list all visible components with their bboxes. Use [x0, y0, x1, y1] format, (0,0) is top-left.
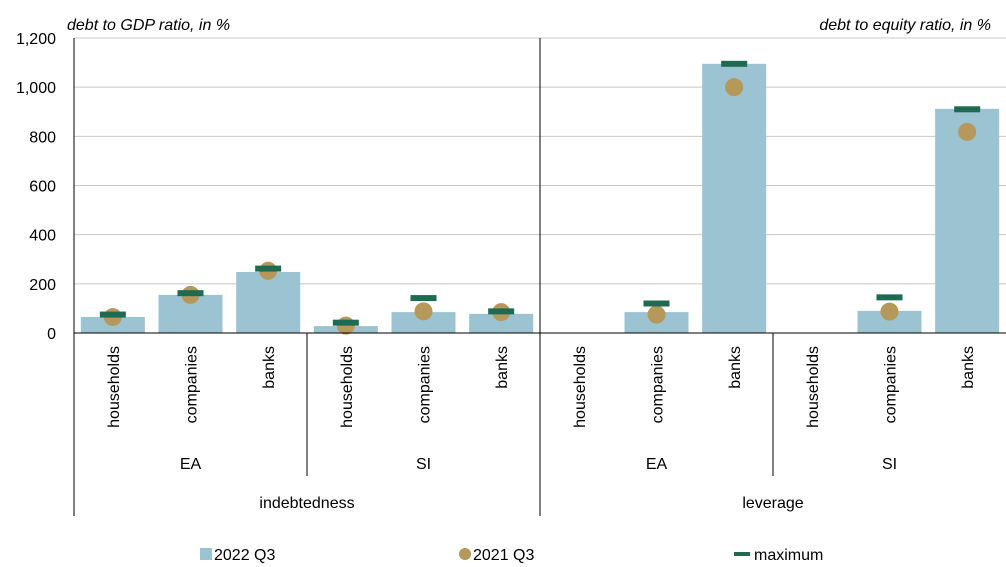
y-tick-label: 800	[29, 129, 56, 146]
country-group-label: SI	[882, 456, 897, 473]
category-label: households	[339, 346, 356, 428]
panel-group-label: leverage	[742, 495, 803, 512]
legend: 2022 Q3 2021 Q3 maximum	[200, 547, 823, 564]
category-label: banks	[960, 346, 977, 389]
maximum-marker	[177, 290, 204, 297]
right-axis-note: debt to equity ratio, in %	[819, 17, 991, 34]
bar	[857, 310, 922, 333]
country-group-label: EA	[180, 456, 202, 473]
category-label: companies	[650, 346, 667, 423]
left-axis-note: debt to GDP ratio, in %	[67, 17, 230, 34]
maximum-marker	[954, 106, 981, 113]
point-2021-q3	[958, 122, 977, 141]
category-label: banks	[494, 346, 511, 389]
y-tick-label: 0	[47, 326, 56, 343]
y-tick-label: 600	[29, 179, 56, 196]
country-group-label: SI	[416, 456, 431, 473]
point-2021-q3	[647, 305, 666, 324]
category-label: banks	[261, 346, 278, 389]
markers	[99, 60, 981, 335]
point-2021-q3	[880, 302, 899, 321]
axes	[73, 38, 1006, 516]
maximum-marker	[876, 294, 903, 301]
category-label: companies	[184, 346, 201, 423]
category-label: households	[106, 346, 123, 428]
point-2021-q3	[725, 78, 744, 97]
legend-bar-label: 2022 Q3	[214, 547, 275, 564]
bar	[236, 272, 301, 333]
legend-bar-swatch	[200, 548, 212, 560]
point-2021-q3	[414, 302, 433, 321]
category-label: companies	[883, 346, 900, 423]
legend-dot-swatch	[459, 548, 471, 560]
labels: 0 200 400 600 800 1,000 1,200 households compani…	[16, 31, 977, 512]
y-tick-label: 400	[29, 228, 56, 245]
category-label: households	[805, 346, 822, 428]
category-label: banks	[727, 346, 744, 389]
maximum-marker	[255, 265, 282, 272]
bar	[702, 63, 767, 333]
maximum-marker	[332, 319, 359, 326]
legend-dash-swatch	[734, 552, 750, 556]
maximum-marker	[99, 311, 126, 318]
panel-group-label: indebtedness	[259, 495, 354, 512]
bar	[935, 108, 1000, 333]
category-label: households	[572, 346, 589, 428]
maximum-marker	[721, 60, 748, 67]
y-tick-label: 1,000	[16, 80, 56, 97]
maximum-marker	[410, 295, 437, 302]
bar	[469, 313, 534, 333]
category-label: companies	[417, 346, 434, 423]
legend-dash-label: maximum	[754, 547, 823, 564]
legend-dot-label: 2021 Q3	[473, 547, 534, 564]
country-group-label: EA	[646, 456, 668, 473]
bar	[391, 312, 456, 333]
maximum-marker	[643, 300, 670, 307]
y-tick-label: 1,200	[16, 31, 56, 48]
y-tick-label: 200	[29, 277, 56, 294]
maximum-marker	[488, 308, 515, 315]
